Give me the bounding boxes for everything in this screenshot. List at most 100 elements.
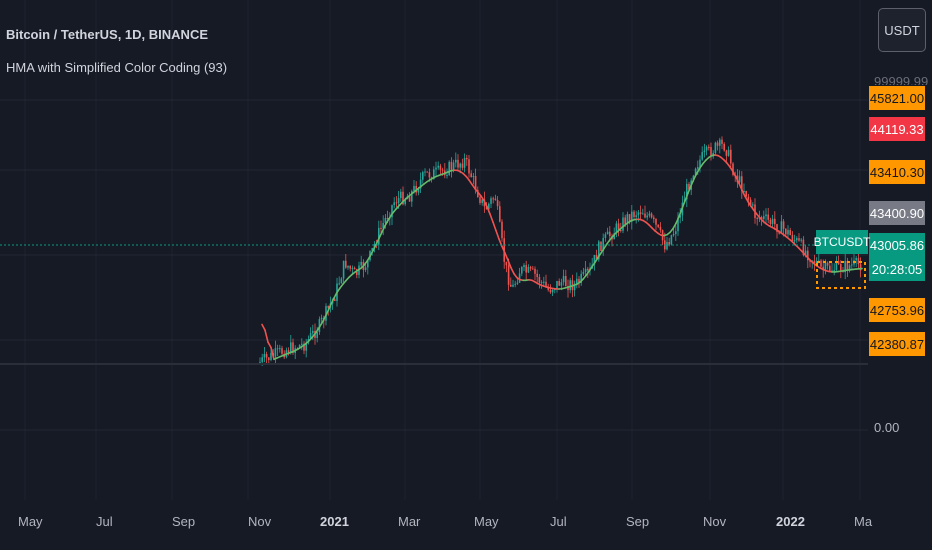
candle-body — [802, 239, 805, 256]
candle-body — [301, 343, 303, 345]
time-label-nov: Nov — [248, 514, 272, 529]
time-label-may: May — [18, 514, 43, 529]
candle-body — [776, 224, 778, 232]
candle-body — [441, 169, 444, 171]
price-tag-2: 44119.33 — [869, 117, 925, 141]
candle-body — [837, 261, 840, 265]
candle-body — [796, 238, 798, 241]
candle-body — [789, 230, 791, 236]
candle-body — [263, 353, 266, 358]
candle-body — [419, 179, 422, 189]
time-label-sep-2: Sep — [626, 514, 650, 529]
candle-body — [380, 227, 382, 229]
hma-segment — [600, 247, 605, 254]
candle-body — [804, 250, 807, 256]
hma-segment — [681, 200, 686, 210]
candle-body — [617, 223, 620, 231]
candle-body — [360, 261, 362, 266]
candle-body — [422, 172, 424, 180]
hma-segment — [321, 316, 326, 324]
candle-body — [697, 167, 699, 169]
hma-segment — [510, 266, 515, 275]
current-candle-highlight — [816, 261, 866, 289]
candle-body — [437, 165, 439, 168]
candle-body — [481, 199, 483, 203]
hma-segment — [366, 255, 371, 263]
hma-segment — [753, 209, 758, 216]
candle-body — [637, 212, 640, 216]
hma-segment — [483, 199, 488, 208]
candle-body — [587, 268, 589, 271]
candle-body — [593, 254, 596, 265]
candle-body — [716, 142, 719, 146]
candle-body — [655, 218, 657, 225]
candle-body — [653, 217, 655, 219]
candle-body — [686, 183, 688, 200]
candle-body — [316, 332, 318, 338]
candle-body — [705, 146, 708, 151]
candle-body — [694, 168, 697, 176]
candle-body — [353, 267, 356, 270]
hma-segment — [312, 331, 317, 338]
candle-body — [833, 269, 835, 271]
candle-body — [496, 200, 499, 207]
candle-body — [708, 146, 710, 148]
candle-body — [400, 191, 402, 199]
candle-body — [668, 242, 670, 245]
candle-body — [545, 281, 547, 288]
candle-body — [521, 267, 523, 274]
candle-body — [778, 231, 780, 234]
hma-segment — [315, 327, 320, 334]
candle-body — [859, 264, 862, 271]
candle-body — [435, 167, 437, 170]
candle-body — [305, 342, 307, 351]
candle-body — [347, 265, 349, 268]
candle-body — [345, 260, 347, 268]
candle-body — [479, 197, 481, 203]
candle-body — [719, 139, 721, 146]
candle-body — [327, 306, 329, 308]
candle-body — [598, 241, 600, 260]
candle-body — [391, 205, 393, 218]
candle-body — [646, 215, 648, 218]
candle-body — [536, 273, 538, 277]
candle-body — [527, 267, 530, 273]
hma-segment — [492, 221, 497, 232]
bar-countdown: 20:28:05 — [869, 257, 925, 281]
hma-segment — [741, 189, 746, 198]
candle-body — [642, 213, 644, 215]
hma-segment — [375, 237, 380, 246]
hma-segment — [489, 213, 494, 223]
chart-title[interactable]: Bitcoin / TetherUS, 1D, BINANCE — [6, 27, 209, 42]
candle-body — [606, 231, 609, 235]
hma-segment — [495, 229, 500, 240]
candle-body — [525, 265, 527, 273]
candle-body — [670, 235, 673, 245]
candle-body — [290, 342, 292, 353]
candle-body — [413, 185, 415, 192]
candle-body — [490, 198, 492, 204]
price-tag-7: 42753.96 — [869, 298, 925, 322]
price-tag-1: 45821.00 — [869, 86, 925, 110]
candle-body — [626, 214, 629, 224]
candle-body — [677, 217, 679, 232]
candle-body — [725, 150, 728, 156]
candle-body — [747, 196, 750, 200]
candle-body — [721, 139, 723, 144]
candle-body — [730, 149, 732, 164]
candle-body — [846, 260, 849, 271]
currency-button[interactable]: USDT — [878, 8, 926, 52]
candle-body — [470, 173, 472, 178]
candle-body — [840, 264, 842, 271]
candle-body — [644, 213, 646, 218]
candle-body — [516, 282, 519, 284]
candle-body — [675, 231, 677, 235]
candle-body — [274, 348, 277, 357]
candle-body — [692, 175, 695, 181]
candle-body — [688, 183, 690, 190]
indicator-legend[interactable]: HMA with Simplified Color Coding (93) — [6, 60, 228, 75]
candle-body — [411, 191, 413, 202]
candle-body — [774, 218, 776, 225]
hma-segment — [378, 231, 383, 240]
